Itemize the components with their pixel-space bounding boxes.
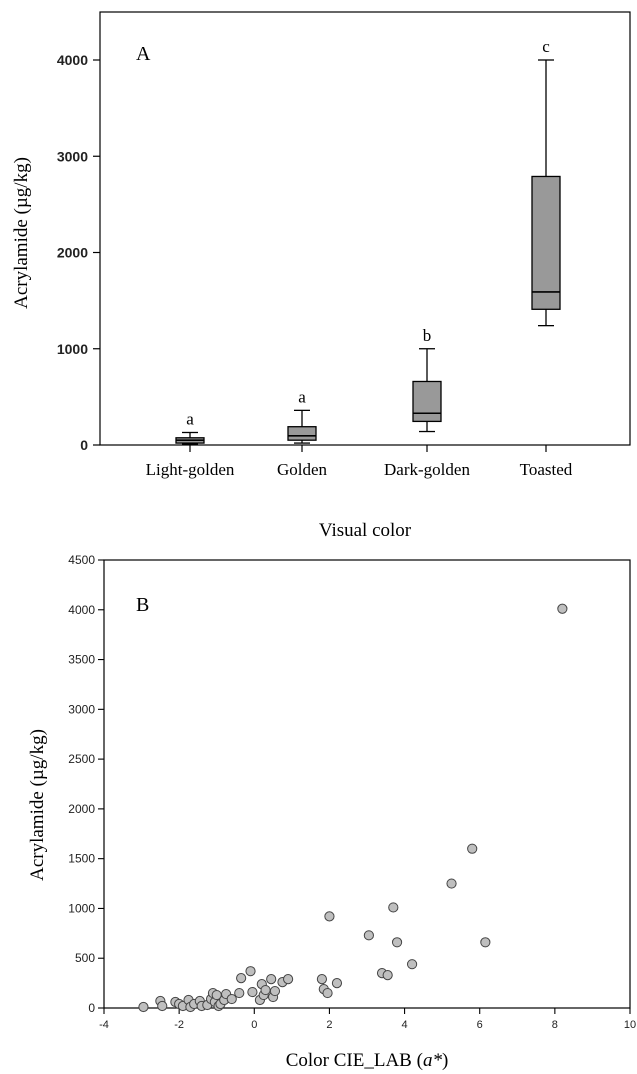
scatter-point	[363, 930, 374, 941]
panel-a-x-tick-label: Golden	[277, 460, 328, 479]
panel-b-x-tick-label: -4	[99, 1019, 109, 1031]
scatter-point	[269, 985, 281, 997]
panel-b-x-tick-label: -2	[174, 1019, 184, 1031]
scatter-point	[260, 984, 271, 996]
panel-a-y-axis-title: Acrylamide (µg/kg)	[11, 157, 32, 309]
box-significance-letter: a	[298, 387, 306, 406]
box-significance-letter: b	[423, 326, 432, 345]
panel-b-y-tick-label: 1000	[68, 901, 95, 915]
scatter-point	[234, 987, 245, 999]
scatter-point	[245, 966, 256, 977]
scatter-point	[322, 987, 333, 999]
scatter-point	[388, 902, 399, 913]
panel-a-boxes: a a b c	[175, 37, 561, 445]
panel-b-x-axis-title: Color CIE_LAB (a*)	[286, 1050, 449, 1071]
panel-b-x-axis-variable: a*	[423, 1050, 443, 1071]
panel-a-box-chart: A 0 1000 2000 3000 4000 Light-golden Golden Da…	[11, 11, 631, 541]
scatter-point	[382, 970, 393, 981]
scatter-point	[266, 974, 277, 985]
panel-b-y-tick-label: 500	[75, 951, 95, 965]
scatter-point	[467, 843, 478, 854]
panel-b-x-tick-label: 10	[624, 1019, 636, 1031]
scatter-point	[324, 911, 335, 922]
panel-b-x-axis-title-text: Color CIE_LAB	[286, 1050, 412, 1071]
box-light-golden: a	[175, 409, 205, 445]
box-significance-letter: c	[542, 37, 550, 56]
scatter-point	[480, 937, 491, 948]
box-iqr	[531, 175, 561, 310]
panel-b-points	[138, 603, 568, 1013]
panel-a-x-tick-label: Light-golden	[146, 460, 235, 479]
scatter-point	[157, 1000, 168, 1012]
panel-a-y-tick-label: 2000	[57, 245, 88, 261]
scatter-point	[316, 974, 328, 985]
scatter-point	[331, 978, 343, 989]
panel-a-x-axis: Light-golden Golden Dark-golden Toasted	[146, 445, 573, 479]
panel-a-label: A	[136, 43, 151, 65]
box-iqr	[412, 380, 442, 423]
panel-b-x-tick-label: 0	[251, 1019, 257, 1031]
panel-a-frame	[99, 11, 631, 446]
panel-b-x-tick-label: 6	[477, 1019, 483, 1031]
panel-a-y-tick-label: 3000	[57, 148, 88, 164]
panel-b-y-tick-label: 0	[88, 1001, 95, 1015]
box-iqr	[287, 426, 317, 441]
panel-b-y-tick-label: 4500	[68, 553, 95, 567]
panel-b-y-axis: 0 500 1000 1500 2000 2500 3000 3500 4000 4500	[68, 553, 104, 1015]
panel-a-x-tick-label: Dark-golden	[384, 460, 470, 479]
panel-b-x-tick-label: 2	[326, 1019, 332, 1031]
panel-b-scatter-chart: B 0 500 1000 1500 2000 2500 3000 3500 4000 4500 -…	[27, 553, 636, 1071]
panel-b-y-tick-label: 3500	[68, 653, 95, 667]
box-significance-letter: a	[186, 409, 194, 428]
panel-a-x-tick-label: Toasted	[520, 460, 573, 479]
panel-b-x-tick-label: 8	[552, 1019, 558, 1031]
panel-a-x-axis-title: Visual color	[319, 520, 412, 541]
box-dark-golden: b	[412, 326, 442, 433]
panel-b-label: B	[136, 594, 149, 616]
scatter-point	[283, 974, 294, 985]
scatter-point	[557, 603, 568, 614]
panel-b-y-tick-label: 1500	[68, 852, 95, 866]
panel-b-y-tick-label: 2500	[68, 752, 95, 766]
scatter-point	[391, 937, 403, 948]
panel-b-y-tick-label: 2000	[68, 802, 95, 816]
panel-b-frame	[103, 559, 631, 1009]
scatter-point	[226, 993, 237, 1005]
panel-a-y-tick-label: 4000	[57, 52, 88, 68]
panel-a-y-axis: 0 1000 2000 3000 4000	[57, 52, 100, 453]
panel-b-x-tick-label: 4	[402, 1019, 408, 1031]
panel-a-y-tick-label: 0	[80, 437, 88, 453]
panel-b-x-axis: -4 -2 0 2 4 6 8 10	[99, 1008, 636, 1031]
panel-b-y-axis-title: Acrylamide (µg/kg)	[27, 729, 48, 881]
panel-b-y-tick-label: 4000	[68, 603, 95, 617]
scatter-point	[236, 973, 247, 984]
box-golden: a	[287, 387, 317, 444]
scatter-point	[446, 878, 457, 889]
box-toasted: c	[531, 37, 561, 327]
panel-a-y-tick-label: 1000	[57, 341, 88, 357]
scatter-point	[138, 1001, 149, 1013]
scatter-point	[406, 959, 418, 970]
panel-b-y-tick-label: 3000	[68, 702, 95, 716]
scatter-point	[247, 986, 258, 998]
